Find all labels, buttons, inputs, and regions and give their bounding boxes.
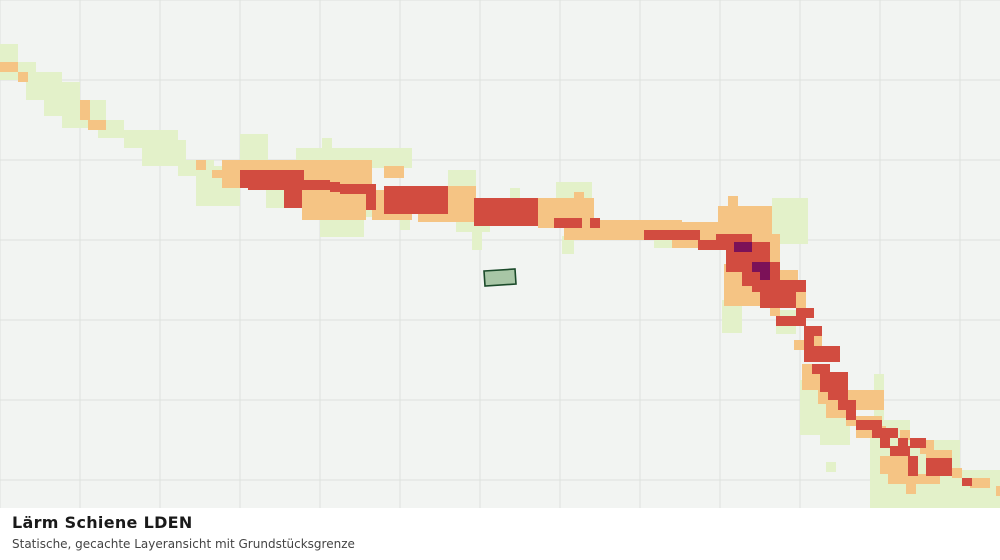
noise-zone-high (804, 326, 822, 336)
noise-zone-medium (88, 120, 106, 130)
noise-zone-low (322, 138, 332, 148)
noise-zone-high (590, 218, 600, 228)
noise-zone-medium (952, 468, 962, 478)
noise-zone-low (826, 462, 836, 472)
noise-zone-high (644, 230, 700, 240)
noise-zone-medium (888, 474, 940, 484)
noise-zone-high (828, 390, 848, 400)
noise-zone-high (962, 478, 972, 486)
noise-zone-low (368, 148, 412, 168)
noise-zone-high (890, 446, 910, 456)
noise-zone-high (750, 242, 760, 252)
noise-zone-high (776, 316, 806, 326)
noise-zone-low (562, 236, 574, 254)
noise-zone-high (926, 458, 952, 476)
noise-zone-medium (794, 340, 804, 350)
noise-zone-low (472, 232, 482, 250)
noise-zone-high (846, 410, 856, 420)
noise-zone-high (340, 184, 376, 194)
legend-footer: Lärm Schiene LDEN Statische, gecachte La… (0, 508, 1000, 560)
noise-zone-high (910, 438, 926, 448)
noise-zone-high (384, 186, 448, 214)
noise-zone-very-high (752, 262, 770, 272)
noise-zone-low (266, 186, 284, 208)
noise-zone-medium (880, 456, 908, 474)
noise-zone-medium (564, 226, 644, 240)
noise-zone-high (770, 262, 780, 272)
noise-zone-low (510, 188, 520, 198)
noise-zone-high (474, 198, 538, 226)
parcel-boundary[interactable] (483, 268, 517, 287)
noise-zone-medium (778, 270, 798, 282)
noise-zone-high (698, 240, 728, 250)
noise-zone-low (722, 300, 742, 333)
noise-zone-high (856, 420, 882, 430)
noise-zone-low (400, 215, 410, 230)
noise-zone-medium (0, 62, 18, 72)
noise-zone-medium (222, 178, 246, 188)
noise-zone-medium (900, 430, 910, 440)
noise-zone-high (248, 180, 330, 190)
noise-zone-medium (926, 450, 952, 460)
noise-zone-medium (18, 72, 28, 82)
noise-zone-very-high (760, 270, 770, 280)
map (0, 0, 1000, 508)
noise-zone-medium (906, 484, 916, 494)
noise-zone-low (940, 470, 1000, 508)
noise-zone-medium (448, 186, 476, 216)
noise-zone-high (898, 438, 908, 448)
noise-zone-medium (196, 160, 206, 170)
noise-zone-high (330, 182, 340, 192)
noise-zone-very-high (734, 242, 752, 252)
noise-zone-medium (574, 192, 584, 202)
noise-zone-high (796, 308, 814, 318)
noise-zone-high (804, 336, 814, 362)
noise-zone-high (760, 290, 796, 308)
layer-subtitle: Statische, gecachte Layeransicht mit Gru… (12, 537, 355, 551)
noise-zone-medium (770, 306, 780, 316)
layer-title: Lärm Schiene LDEN (12, 513, 193, 532)
noise-zone-medium (728, 196, 738, 206)
noise-zone-low (240, 134, 268, 164)
noise-zone-high (752, 280, 806, 292)
noise-zone-high (366, 192, 376, 210)
noise-zone-low (320, 217, 364, 237)
noise-zone-medium (302, 190, 366, 220)
noise-zone-high (820, 372, 848, 392)
noise-zone-medium (80, 100, 90, 120)
noise-zone-high (838, 400, 856, 410)
noise-zone-high (554, 218, 582, 228)
noise-layer (0, 44, 1000, 508)
noise-zone-high (880, 438, 890, 448)
noise-zone-medium (996, 486, 1000, 496)
noise-zone-high (812, 364, 830, 374)
noise-zone-low (800, 380, 820, 435)
noise-zone-low (448, 170, 476, 190)
noise-zone-medium (796, 290, 806, 320)
noise-zone-medium (384, 166, 404, 178)
noise-zone-high (908, 456, 918, 476)
noise-zone-high (284, 188, 302, 208)
noise-zone-medium (970, 478, 990, 488)
noise-zone-high (812, 346, 840, 362)
noise-zone-high (872, 428, 898, 438)
